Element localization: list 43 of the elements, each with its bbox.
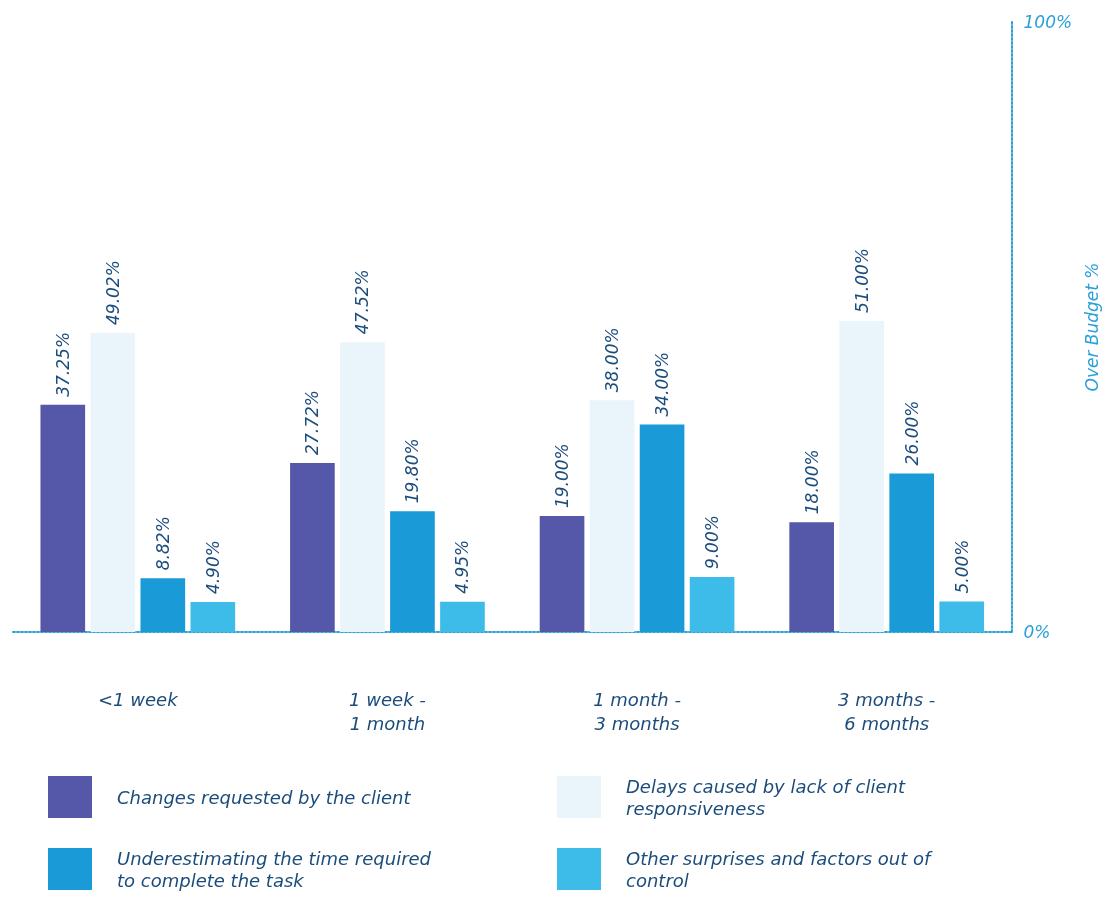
data-label: 49.02% [102,260,123,325]
bar [639,424,685,632]
bar [839,320,885,632]
legend-label: Other surprises and factors out of control [626,847,937,891]
data-label: 19.80% [402,438,423,504]
data-label: 37.25% [52,331,73,397]
bar [190,602,236,632]
data-label: 26.00% [901,400,922,466]
bar [340,342,385,632]
legend-label: Changes requested by the client [117,786,412,808]
data-label: 51.00% [851,248,872,313]
legend-label: Delays caused by lack of client responsiveness [626,775,911,819]
data-label: 5.00% [951,539,972,594]
bar [290,462,335,632]
data-label: 9.00% [702,515,723,570]
bar [539,516,585,632]
bar [40,404,86,632]
bar [889,473,935,632]
y-tick-label: 0% [1023,622,1051,642]
data-label: 4.95% [452,539,473,594]
x-tick-label: 1 week - 1 month [349,688,426,734]
x-tick-label: 3 months - 6 months [838,688,936,734]
bar [90,332,136,632]
x-tick-label: <1 week [98,688,180,710]
y-axis-title: Over Budget % [1081,262,1102,392]
data-label: 38.00% [602,327,623,393]
bar [440,601,485,632]
bar [789,522,834,632]
data-label: 8.82% [152,516,173,571]
data-label: 34.00% [652,351,673,417]
bar [689,577,735,632]
bar [140,578,186,632]
legend-label: Underestimating the time required to complete the task [117,847,437,891]
data-label: 47.52% [352,269,373,335]
y-tick-label: 100% [1023,12,1073,32]
data-label: 4.90% [202,540,223,595]
data-label: 27.72% [302,390,323,455]
bar [589,400,635,632]
bar [390,511,435,632]
bar [939,601,985,632]
x-tick-label: 1 month - 3 months [593,688,681,734]
data-label: 19.00% [552,443,573,509]
data-label: 18.00% [801,449,822,515]
